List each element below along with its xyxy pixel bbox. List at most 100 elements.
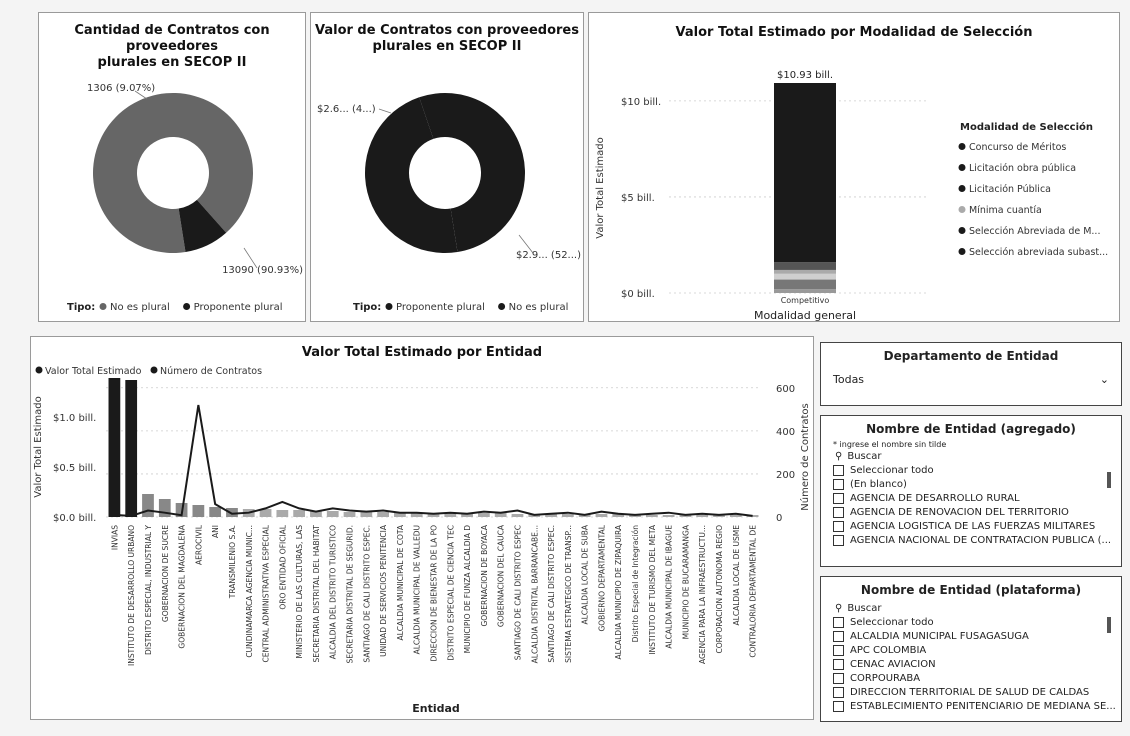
legend-title: Modalidad de Selección — [960, 121, 1093, 133]
combo-chart[interactable]: Valor Total Estimado Número de ContratosV… — [31, 337, 815, 721]
combo-panel: Valor Total Estimado por Entidad Valor T… — [30, 336, 814, 720]
entity-bar — [343, 512, 356, 517]
legend-marker — [958, 248, 966, 255]
agregado-scrollbar[interactable] — [1107, 472, 1111, 488]
plataforma-list-item[interactable]: ESTABLECIMIENTO PENITENCIARIO DE MEDIANA… — [833, 699, 1121, 713]
x-tick-label: SISTEMA ESTRATEGICO DE TRANSP... — [564, 525, 573, 663]
list-item-label: Seleccionar todo — [850, 616, 934, 628]
stacked-chart[interactable]: Valor Total Estimado $0 bill. $5 bill. $10 … — [589, 13, 1121, 323]
slicer-plataforma-title: Nombre de Entidad (plataforma) — [860, 583, 1082, 597]
y2-tick-label: 400 — [776, 427, 795, 438]
slicer-agregado: Nombre de Entidad (agregado) * ingrese e… — [820, 415, 1122, 567]
checkbox[interactable] — [833, 630, 844, 642]
agregado-search-input[interactable]: ⚲ Buscar — [835, 449, 1121, 463]
pie-valor-title: Valor de Contratos con proveedores plura… — [311, 23, 583, 55]
entity-bar — [461, 513, 473, 517]
pie-legend-label: Proponente plural — [194, 302, 283, 313]
plataforma-list-item[interactable]: CENAC AVIACION — [833, 657, 1121, 671]
legend-marker — [958, 206, 966, 213]
checkbox[interactable] — [833, 492, 844, 504]
x-tick-label: SANTIAGO DE CALI DISTRITO ESPEC — [513, 525, 522, 660]
x-tick-label: INSTITUTO DE DESARROLLO URBANO — [127, 525, 136, 666]
checkbox[interactable] — [833, 700, 844, 712]
pie-legend-marker — [183, 303, 191, 310]
agregado-list-item[interactable]: AGENCIA DE RENOVACION DEL TERRITORIO — [833, 505, 1121, 519]
pie-leader-line — [518, 234, 534, 254]
entity-bar — [494, 513, 507, 517]
entity-bar — [561, 514, 574, 517]
y2-tick-label: 0 — [776, 513, 782, 524]
bar-total-label: $10.93 bill. — [777, 70, 833, 81]
entity-bar — [360, 512, 373, 517]
agregado-list-item[interactable]: AGENCIA LOGISTICA DE LAS FUERZAS MILITAR… — [833, 519, 1121, 533]
pie-cantidad-title-line1: Cantidad de Contratos con proveedores — [74, 23, 270, 54]
x-tick-label: SECRETARIA DISTRITAL DE SEGURID. — [346, 525, 355, 663]
stacked-bar-segment — [774, 289, 836, 293]
plataforma-search-placeholder: Buscar — [847, 602, 882, 614]
checkbox[interactable] — [833, 658, 844, 670]
plataforma-list-item[interactable]: CORPOURABA — [833, 671, 1121, 685]
pie-cantidad-chart[interactable]: 13090 (90.93%) 1306 (9.07%) Tipo: No es plu… — [39, 13, 307, 323]
agregado-list-item[interactable]: AGENCIA DE DESARROLLO RURAL — [833, 491, 1121, 505]
checkbox[interactable] — [833, 686, 844, 698]
pie-cantidad-title: Cantidad de Contratos con proveedores pl… — [39, 23, 305, 71]
pie-data-label: 1306 (9.07%) — [87, 83, 155, 94]
checkbox[interactable] — [833, 534, 844, 546]
plataforma-list-item[interactable]: DIRECCION TERRITORIAL DE SALUD DE CALDAS — [833, 685, 1121, 699]
plataforma-list-item[interactable]: ALCALDIA MUNICIPAL FUSAGASUGA — [833, 629, 1121, 643]
agregado-list-item[interactable]: Seleccionar todo — [833, 463, 1121, 477]
x-tick-label: ORO ENTIDAD OFICIAL — [278, 524, 287, 609]
pie-legend-marker — [385, 303, 393, 310]
checkbox[interactable] — [833, 616, 844, 628]
plataforma-list-item[interactable]: APC COLOMBIA — [833, 643, 1121, 657]
pie-legend-label: Proponente plural — [396, 302, 485, 313]
slicer-plataforma: Nombre de Entidad (plataforma) ⚲ Buscar … — [820, 576, 1122, 722]
search-icon: ⚲ — [835, 602, 843, 614]
x-tick-label: INVIAS — [110, 525, 119, 550]
x-tick-label: ALCALDIA MUNICIPAL DE IBAGUE — [665, 525, 674, 649]
y-axis-label: Valor Total Estimado — [595, 137, 606, 238]
checkbox[interactable] — [833, 672, 844, 684]
checkbox[interactable] — [833, 506, 844, 518]
legend-marker — [958, 164, 966, 171]
x-tick-label: GOBERNACION DEL MAGDALENA — [178, 524, 187, 648]
stacked-bar-segment — [774, 279, 836, 290]
x-tick-label: GOBERNACION DE BOYACA — [480, 524, 489, 626]
entity-bar — [612, 514, 625, 517]
x-axis-label: Modalidad general — [754, 309, 856, 322]
checkbox[interactable] — [833, 520, 844, 532]
legend-label: Mínima cuantía — [969, 205, 1042, 216]
pie-valor-chart[interactable]: $2.6... (4...) $2.9... (52...) Tipo: Propon… — [311, 13, 585, 323]
legend-label: Número de Contratos — [160, 366, 262, 377]
x-tick-label: INSTITUTO DE TURISMO DEL META — [648, 524, 657, 655]
entity-bar — [394, 512, 406, 517]
entity-bar — [259, 509, 272, 517]
entity-bar — [276, 510, 289, 517]
entity-bar — [326, 511, 339, 517]
checkbox[interactable] — [833, 478, 844, 490]
entity-bar — [478, 513, 490, 517]
list-item-label: AGENCIA DE DESARROLLO RURAL — [850, 492, 1020, 504]
entity-bar — [226, 508, 238, 517]
checkbox[interactable] — [833, 644, 844, 656]
agregado-list-item[interactable]: (En blanco) — [833, 477, 1121, 491]
x-tick-label: ALCALDIA MUNICIPIO DE ZIPAQUIRA — [614, 524, 623, 659]
x-tick-label: Competitivo — [781, 296, 830, 305]
plataforma-scrollbar[interactable] — [1107, 617, 1111, 633]
pie-panel-valor: Valor de Contratos con proveedores plura… — [310, 12, 584, 322]
x-tick-label: GOBIERNO DEPARTAMENTAL — [597, 524, 606, 631]
stacked-bar-segment — [774, 83, 836, 263]
plataforma-list-item[interactable]: Seleccionar todo — [833, 615, 1121, 629]
pie-valor-title-line1: Valor de Contratos con proveedores — [314, 23, 579, 38]
x-tick-label: ANI — [211, 525, 220, 538]
x-tick-label: SANTIAGO DE CALI DISTRITO ESPEC. — [547, 525, 556, 663]
checkbox[interactable] — [833, 464, 844, 476]
agregado-list-item[interactable]: AGENCIA NACIONAL DE CONTRATACION PUBLICA… — [833, 533, 1121, 547]
list-item-label: (En blanco) — [850, 478, 907, 490]
legend-label: Valor Total Estimado — [45, 366, 142, 377]
list-item-label: APC COLOMBIA — [850, 644, 927, 656]
y2-axis-label: Número de Contratos — [799, 403, 811, 510]
list-item-label: CENAC AVIACION — [850, 658, 936, 670]
plataforma-search-input[interactable]: ⚲ Buscar — [835, 601, 1121, 615]
departamento-dropdown[interactable]: Todas ⌄ — [833, 373, 1109, 386]
